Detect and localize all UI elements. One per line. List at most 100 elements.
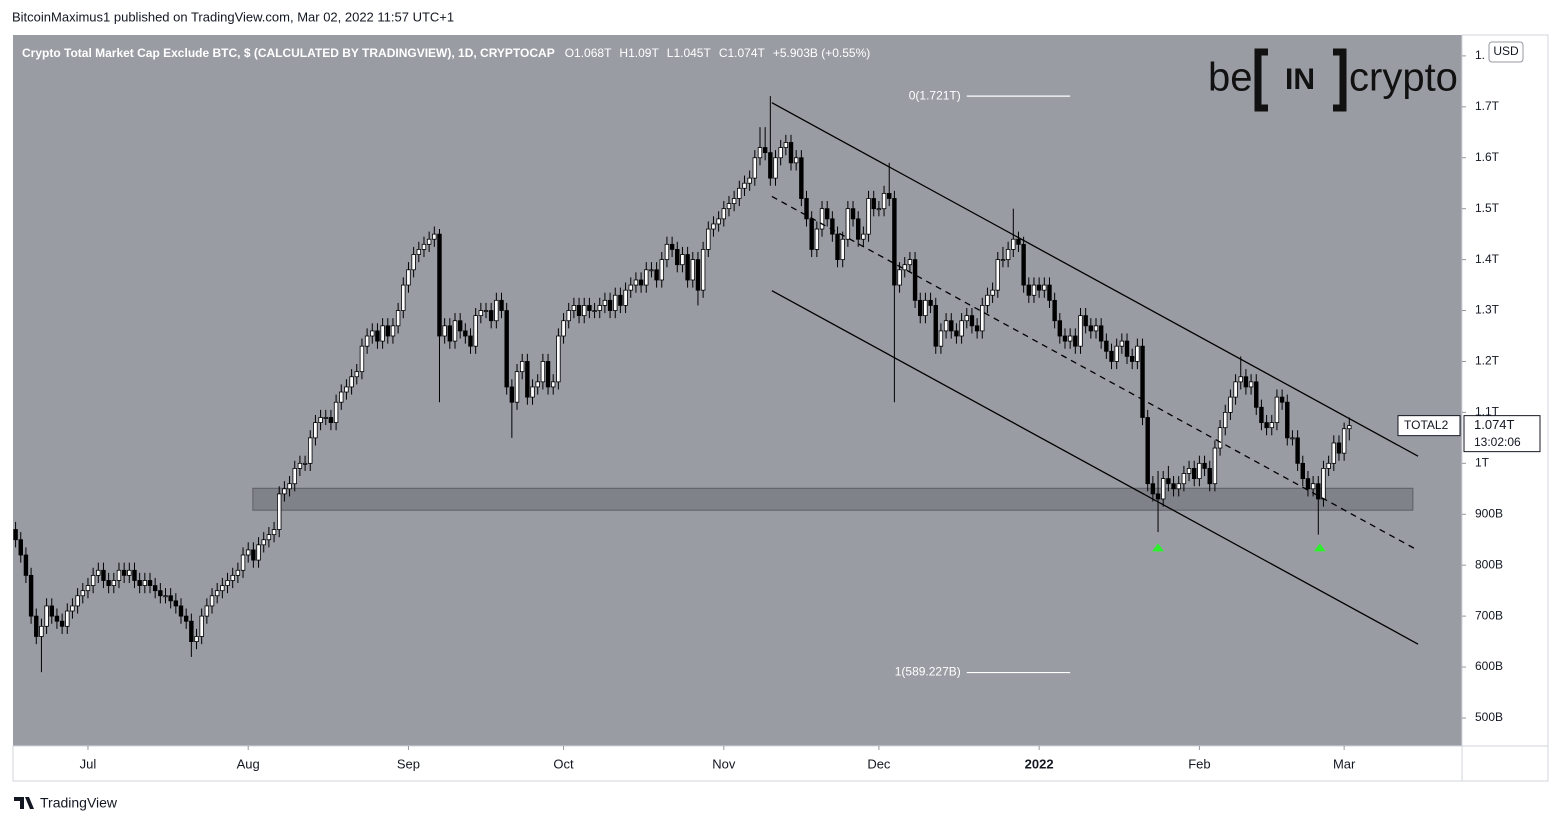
- candle-body: [1207, 468, 1212, 485]
- candle-body: [447, 325, 453, 342]
- candle-body: [323, 417, 328, 419]
- candle-body: [1259, 406, 1264, 423]
- candle-body: [1062, 335, 1068, 342]
- y-tick-label: 700B: [1475, 608, 1503, 622]
- candle-body: [762, 147, 768, 154]
- candle-body: [147, 580, 153, 586]
- candle-body: [1104, 340, 1109, 352]
- candle-body: [556, 335, 561, 383]
- x-tick-label: 2022: [1025, 756, 1054, 771]
- candle-body: [406, 269, 411, 286]
- candle-body: [964, 315, 969, 322]
- candle-body: [416, 249, 422, 255]
- candle-body: [1326, 462, 1331, 469]
- candle-body: [1217, 427, 1223, 449]
- candle-body: [1093, 325, 1099, 332]
- candle-body: [876, 208, 882, 211]
- candle-body: [706, 228, 711, 250]
- candle-body: [1212, 447, 1218, 485]
- plot-layer: 0(1.721T) 1(589.227B): [13, 88, 1419, 679]
- candle-body: [597, 305, 602, 311]
- candle-body: [421, 243, 427, 250]
- candle-body: [819, 208, 825, 230]
- candle-body: [106, 580, 111, 586]
- candle-body: [1160, 478, 1166, 500]
- candle-body: [494, 299, 499, 322]
- candle-body: [483, 310, 489, 312]
- candle-body: [204, 605, 210, 617]
- candle-body: [1016, 238, 1021, 245]
- candle-body: [700, 249, 706, 291]
- candle-body: [633, 279, 639, 286]
- candle-body: [375, 330, 380, 342]
- candle-body: [716, 218, 721, 225]
- candle-body: [401, 284, 406, 311]
- channel-middle: [771, 195, 1419, 551]
- candle-body: [1243, 376, 1249, 388]
- candle-body: [757, 147, 763, 159]
- candle-body: [1300, 462, 1305, 480]
- candle-body: [550, 381, 556, 388]
- candle-body: [173, 600, 179, 607]
- candle-body: [918, 299, 923, 317]
- candle-body: [70, 605, 75, 612]
- candle-body: [571, 305, 577, 311]
- currency-badge: [1488, 41, 1524, 63]
- x-tick-label: Oct: [553, 756, 574, 771]
- candle-body: [835, 233, 840, 261]
- candle-body: [1192, 468, 1197, 480]
- candle-body: [928, 299, 933, 306]
- ohlc-legend-value: O1.068T: [565, 46, 612, 60]
- candle-body: [344, 386, 349, 393]
- candle-body: [54, 615, 60, 622]
- candle-body: [695, 259, 701, 291]
- candle-body: [380, 325, 385, 342]
- candle-body: [1052, 299, 1057, 322]
- y-tick-label: 1.3T: [1475, 303, 1500, 317]
- candle-body: [1057, 320, 1063, 337]
- candle-body: [488, 310, 494, 322]
- x-tick-label: Feb: [1188, 756, 1210, 771]
- candle-body: [747, 177, 752, 184]
- candle-body: [721, 208, 727, 220]
- candle-body: [1021, 243, 1026, 286]
- axis-corner: [1461, 745, 1549, 782]
- candle-body: [473, 315, 478, 347]
- y-tick-label: 1.1T: [1475, 405, 1500, 419]
- candle-body: [1336, 442, 1342, 454]
- candle-body: [1114, 345, 1119, 362]
- candle-body: [468, 335, 473, 347]
- candle-body: [990, 289, 995, 296]
- candle-body: [1285, 401, 1290, 439]
- candle-body: [855, 218, 861, 240]
- candle-body: [1109, 350, 1114, 362]
- y-tick-label: 1.7T: [1475, 99, 1500, 113]
- candle-body: [726, 203, 732, 210]
- symbol-box: [1397, 415, 1461, 437]
- last-price-box: [1463, 415, 1541, 453]
- candle-body: [339, 391, 344, 403]
- candle-body: [1047, 284, 1052, 301]
- ohlc-legend-value: +5.903B (+0.55%): [773, 46, 870, 60]
- candle-body: [664, 243, 670, 261]
- candle-body: [628, 284, 633, 291]
- candle-body: [892, 198, 897, 286]
- candle-body: [1119, 340, 1125, 347]
- candle-body: [1305, 478, 1311, 490]
- candle-body: [866, 198, 871, 235]
- candle-body: [111, 580, 117, 586]
- candle-body: [1098, 325, 1104, 342]
- candle-body: [582, 305, 587, 317]
- candle-body: [178, 605, 184, 617]
- candle-body: [333, 401, 339, 423]
- watermark-left: be: [1208, 56, 1253, 100]
- candle-body: [613, 294, 618, 311]
- candle-body: [1290, 437, 1295, 440]
- candle-body: [1279, 396, 1285, 403]
- watermark: be IN crypto: [1208, 48, 1458, 112]
- candle-body: [364, 335, 370, 347]
- candle-body: [969, 315, 975, 327]
- candle-body: [576, 305, 582, 317]
- candle-body: [933, 305, 938, 347]
